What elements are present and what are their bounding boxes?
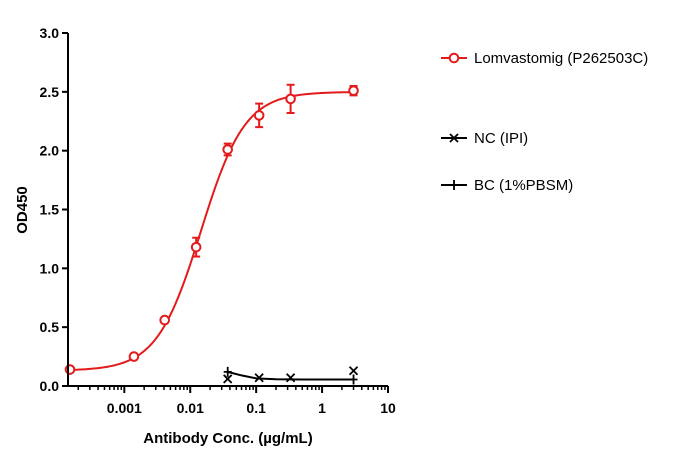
data-point	[223, 374, 233, 384]
plot-area	[64, 83, 359, 385]
y-tick-label: 0.0	[40, 378, 60, 394]
axes: 0.0 0.5 1.0 1.5 2.0 2.5 3.0 0.001 0.01 0.1 1 10	[40, 25, 396, 416]
y-tick-label: 1.0	[40, 260, 60, 276]
data-point	[64, 364, 76, 375]
x-tick-label: 0.001	[107, 400, 142, 416]
series-2	[223, 366, 358, 385]
data-point	[285, 373, 296, 383]
legend-entry: BC (1%PBSM)	[441, 177, 573, 194]
data-point	[253, 110, 265, 121]
y-axis-title: OD450	[14, 186, 31, 234]
data-point	[348, 366, 359, 376]
x-tick-label: 0.1	[246, 400, 266, 416]
data-point	[285, 93, 296, 105]
data-point	[448, 52, 460, 64]
data-point	[449, 133, 459, 143]
data-point	[223, 366, 232, 377]
y-tick-label: 2.0	[40, 143, 60, 159]
y-tick-label: 1.5	[40, 202, 60, 218]
x-tick-label: 10	[380, 400, 396, 416]
legend-entry: Lomvastomig (P262503C)	[441, 50, 648, 67]
legend: Lomvastomig (P262503C) NC (IPI) BC (1%PBSM…	[441, 50, 648, 194]
legend-label: Lomvastomig (P262503C)	[474, 50, 648, 67]
data-point	[128, 351, 140, 362]
x-tick-label: 1	[318, 400, 326, 416]
data-point	[222, 144, 233, 155]
y-tick-label: 0.5	[40, 319, 60, 335]
data-point	[349, 374, 358, 385]
fit-curve	[227, 370, 354, 381]
y-tick-label: 3.0	[40, 25, 60, 41]
y-tick-label: 2.5	[40, 84, 60, 100]
x-tick-label: 0.01	[177, 400, 204, 416]
data-point	[450, 180, 458, 190]
data-point	[159, 314, 171, 326]
x-axis-title: Antibody Conc. (µg/mL)	[143, 430, 312, 447]
data-point	[348, 85, 359, 96]
fit-curve	[69, 91, 354, 371]
data-point	[190, 241, 202, 253]
legend-label: BC (1%PBSM)	[474, 177, 573, 194]
legend-label: NC (IPI)	[474, 130, 528, 147]
series-0	[64, 83, 359, 375]
legend-entry: NC (IPI)	[441, 130, 528, 147]
